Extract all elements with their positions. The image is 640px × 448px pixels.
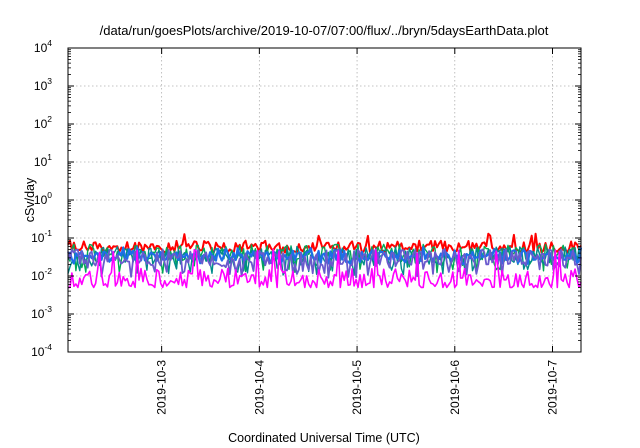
y-tick-label: 10-4 (31, 342, 52, 359)
grid (68, 48, 581, 352)
y-tick-label: 100 (34, 190, 52, 207)
y-tick-label: 10-1 (31, 228, 52, 245)
y-tick-label: 10-2 (31, 266, 52, 283)
y-axis: 10-4 10-3 10-2 10-1 100 101 102 103 104 (31, 38, 581, 359)
y-tick-label: 10-3 (31, 304, 52, 321)
x-tick-label: 2019-10-4 (252, 360, 266, 415)
x-tick-label: 2019-10-3 (155, 360, 169, 415)
y-tick-label: 103 (34, 76, 52, 93)
x-tick-label: 2019-10-7 (546, 360, 560, 415)
x-axis-label: Coordinated Universal Time (UTC) (228, 431, 420, 445)
x-tick-label: 2019-10-6 (448, 360, 462, 415)
series-group (67, 232, 583, 289)
chart-title: /data/run/goesPlots/archive/2019-10-07/0… (100, 23, 549, 38)
y-tick-label: 104 (34, 38, 52, 55)
series-line (68, 248, 582, 289)
y-tick-label: 102 (34, 114, 52, 131)
y-tick-label: 101 (34, 152, 52, 169)
y-axis-label: cSv/day (23, 177, 37, 222)
x-tick-label: 2019-10-5 (350, 360, 364, 415)
x-axis: 2019-10-3 2019-10-4 2019-10-5 2019-10-6 2019… (155, 48, 560, 415)
